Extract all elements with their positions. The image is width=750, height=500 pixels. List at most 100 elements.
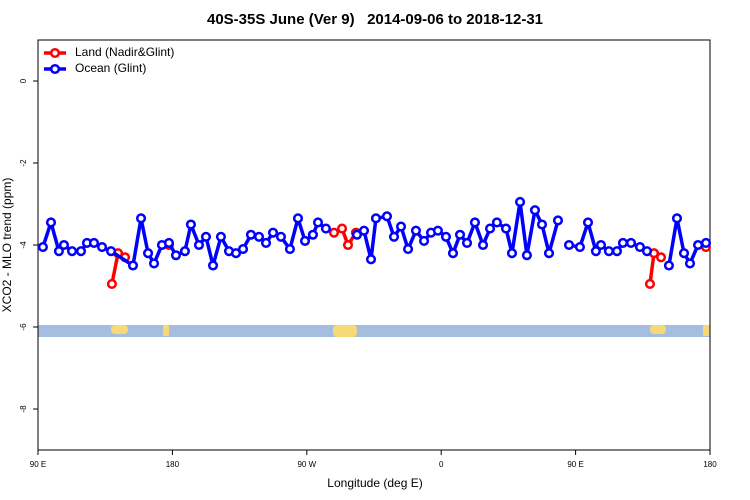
point — [127, 260, 139, 271]
land-blob — [703, 325, 710, 336]
point — [284, 244, 295, 255]
point — [342, 239, 354, 251]
point — [237, 244, 249, 255]
point — [447, 248, 459, 259]
y-tick-label: -6 — [19, 323, 28, 331]
point — [678, 248, 690, 259]
point — [469, 217, 480, 228]
point — [230, 248, 242, 259]
point — [693, 239, 704, 251]
legend-item: Ocean (Glint) — [44, 61, 146, 75]
point — [370, 213, 381, 224]
point — [299, 235, 311, 246]
y-tick-label: -8 — [19, 405, 28, 413]
point — [215, 231, 226, 242]
land-blob — [333, 325, 357, 337]
point — [432, 225, 443, 236]
y-tick-label: -2 — [19, 159, 28, 167]
point — [644, 278, 656, 290]
point — [582, 217, 594, 228]
land-blob — [163, 325, 169, 336]
point — [402, 244, 414, 255]
point — [66, 246, 78, 257]
legend-marker — [49, 63, 61, 75]
point — [37, 242, 48, 253]
point — [185, 219, 196, 230]
point — [328, 227, 340, 238]
point — [641, 246, 653, 257]
point — [590, 246, 601, 257]
point — [148, 258, 160, 269]
point — [617, 237, 628, 248]
point — [193, 239, 205, 251]
point — [521, 250, 532, 261]
point — [207, 260, 219, 271]
point — [75, 246, 87, 257]
point — [388, 231, 400, 242]
point — [410, 225, 422, 236]
point — [58, 239, 70, 251]
land-blob — [650, 325, 666, 334]
ocean-strip — [38, 325, 710, 337]
point — [684, 258, 696, 269]
point — [275, 231, 287, 242]
x-axis-label: Longitude (deg E) — [327, 476, 422, 490]
point — [543, 248, 555, 259]
legend-label: Ocean (Glint) — [75, 61, 146, 75]
x-tick-label: 180 — [166, 460, 180, 469]
point — [663, 260, 674, 271]
land-blob — [111, 325, 128, 334]
point — [500, 223, 512, 234]
point — [358, 225, 370, 236]
point — [253, 231, 265, 242]
point — [260, 237, 272, 248]
y-axis-label: XCO2 - MLO trend (ppm) — [0, 178, 14, 313]
point — [484, 223, 496, 234]
point — [53, 246, 64, 257]
legend-marker — [49, 47, 61, 59]
point — [88, 237, 100, 248]
point — [440, 231, 452, 242]
chart-title: 40S-35S June (Ver 9) 2014-09-06 to 2018-… — [207, 11, 543, 28]
x-tick-label: 180 — [703, 460, 717, 469]
point — [655, 252, 667, 263]
point — [395, 221, 407, 232]
point — [625, 237, 637, 248]
point — [552, 215, 564, 226]
point — [163, 237, 175, 248]
point — [506, 248, 518, 259]
point — [529, 205, 541, 216]
point — [292, 213, 304, 224]
point — [563, 239, 575, 251]
point — [307, 229, 318, 240]
point — [671, 213, 683, 224]
x-tick-label: 90 E — [567, 460, 583, 469]
point — [381, 211, 393, 222]
point — [700, 237, 712, 248]
legend-label: Land (Nadir&Glint) — [75, 45, 174, 59]
point — [514, 196, 526, 207]
point — [574, 242, 585, 253]
point — [135, 213, 147, 224]
point — [105, 246, 117, 257]
point — [351, 229, 363, 240]
point — [312, 217, 324, 228]
point — [595, 239, 607, 251]
point — [603, 246, 614, 257]
point — [97, 242, 108, 253]
x-tick-label: 0 — [439, 460, 444, 469]
point — [179, 246, 190, 257]
point — [45, 217, 57, 228]
point — [634, 242, 646, 253]
point — [536, 219, 548, 230]
legend-item: Land (Nadir&Glint) — [44, 45, 174, 59]
point — [491, 217, 502, 228]
map-strip — [38, 325, 710, 337]
point — [461, 237, 473, 248]
point — [245, 229, 256, 240]
point — [611, 246, 623, 257]
point — [143, 248, 154, 259]
point — [477, 239, 489, 251]
point — [200, 231, 212, 242]
